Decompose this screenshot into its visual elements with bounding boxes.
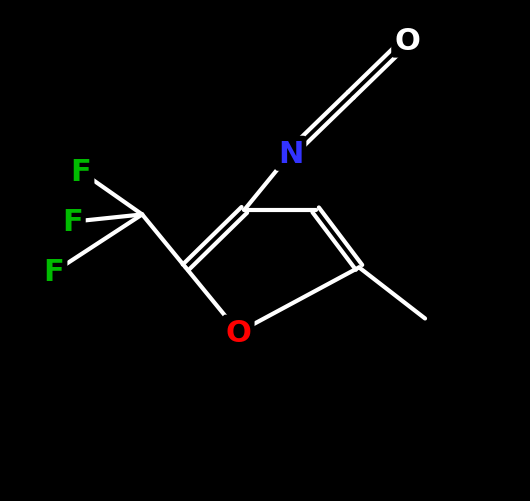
Text: N: N xyxy=(278,139,303,168)
Text: O: O xyxy=(394,27,420,56)
Text: F: F xyxy=(70,158,91,187)
Text: O: O xyxy=(226,318,252,347)
Text: F: F xyxy=(62,208,83,237)
Text: F: F xyxy=(43,258,64,287)
